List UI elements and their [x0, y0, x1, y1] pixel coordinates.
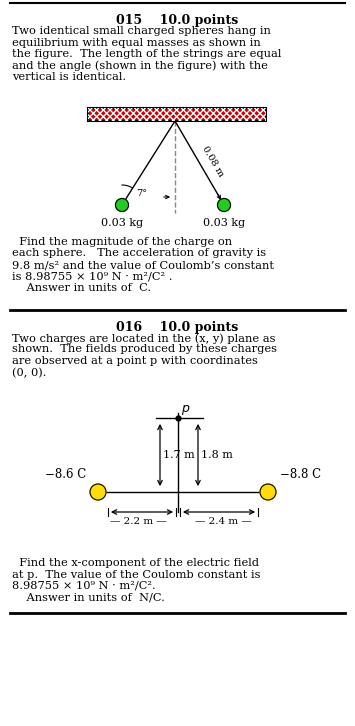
- Text: −8.6 C: −8.6 C: [45, 468, 86, 481]
- Circle shape: [115, 198, 129, 211]
- Text: 0.03 kg: 0.03 kg: [203, 218, 245, 228]
- Text: Find the magnitude of the charge on: Find the magnitude of the charge on: [12, 237, 232, 247]
- Text: 7°: 7°: [136, 189, 147, 197]
- Text: 1.7 m: 1.7 m: [163, 450, 195, 460]
- Text: — 2.4 m —: — 2.4 m —: [195, 516, 251, 526]
- Text: vertical is identical.: vertical is identical.: [12, 72, 126, 82]
- Circle shape: [218, 198, 230, 211]
- Circle shape: [90, 484, 106, 500]
- Text: is 8.98755 × 10⁹ N · m²/C² .: is 8.98755 × 10⁹ N · m²/C² .: [12, 272, 173, 282]
- Text: 0.08 m: 0.08 m: [200, 144, 225, 178]
- Text: equilibrium with equal masses as shown in: equilibrium with equal masses as shown i…: [12, 38, 261, 47]
- Text: 015    10.0 points: 015 10.0 points: [116, 14, 238, 27]
- Text: at p.  The value of the Coulomb constant is: at p. The value of the Coulomb constant …: [12, 569, 261, 579]
- Text: Two charges are located in the (x, y) plane as: Two charges are located in the (x, y) pl…: [12, 333, 275, 343]
- Text: $p$: $p$: [181, 403, 190, 417]
- Circle shape: [260, 484, 276, 500]
- Text: Two identical small charged spheres hang in: Two identical small charged spheres hang…: [12, 26, 271, 36]
- Text: — 2.2 m —: — 2.2 m —: [110, 516, 166, 526]
- Text: 016    10.0 points: 016 10.0 points: [116, 321, 238, 334]
- Text: Answer in units of  N/C.: Answer in units of N/C.: [12, 592, 165, 603]
- Text: each sphere.   The acceleration of gravity is: each sphere. The acceleration of gravity…: [12, 248, 266, 258]
- Text: 1.8 m: 1.8 m: [201, 450, 233, 460]
- Text: and the angle (shown in the figure) with the: and the angle (shown in the figure) with…: [12, 60, 268, 71]
- Text: Answer in units of  C.: Answer in units of C.: [12, 283, 151, 293]
- Text: are observed at a point p with coordinates: are observed at a point p with coordinat…: [12, 356, 258, 366]
- Text: −8.8 C: −8.8 C: [280, 468, 321, 481]
- Text: shown.  The fields produced by these charges: shown. The fields produced by these char…: [12, 345, 277, 354]
- Text: 8.98755 × 10⁹ N · m²/C².: 8.98755 × 10⁹ N · m²/C².: [12, 581, 156, 591]
- Text: (0, 0).: (0, 0).: [12, 367, 47, 378]
- Bar: [88, 108, 266, 121]
- Text: 9.8 m/s² and the value of Coulomb’s constant: 9.8 m/s² and the value of Coulomb’s cons…: [12, 260, 274, 270]
- Text: the figure.  The length of the strings are equal: the figure. The length of the strings ar…: [12, 49, 282, 59]
- Text: Find the x-component of the electric field: Find the x-component of the electric fie…: [12, 558, 259, 568]
- Text: 0.03 kg: 0.03 kg: [101, 218, 143, 228]
- Bar: [88, 108, 266, 121]
